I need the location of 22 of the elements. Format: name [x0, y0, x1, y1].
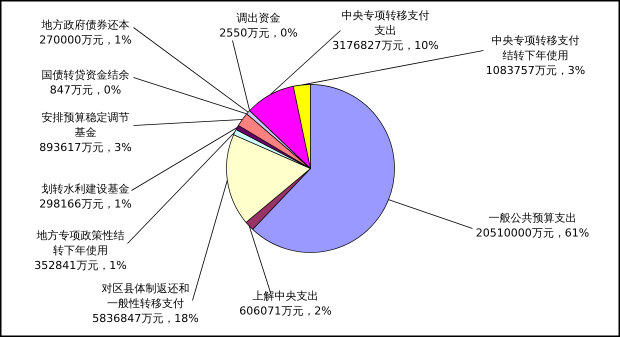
slice-label: 国债转贷资金结余 — [42, 68, 130, 82]
data-label: 606071万元，2% — [239, 304, 332, 318]
slice-label: 中央专项转移支付结转下年使用 — [492, 34, 580, 62]
data-label: 298166万元，1% — [39, 197, 132, 210]
data-label: 847万元，0% — [50, 83, 122, 96]
slice-label: 中央专项转移支付支出 — [342, 9, 430, 37]
slice-label: 一般公共预算支出 — [488, 212, 576, 225]
slice-label: 安排预算稳定调节基金 — [42, 111, 130, 139]
data-label: 352841万元，1% — [34, 258, 127, 272]
slice-label: 地方专项政策性结转下年使用 — [36, 229, 124, 257]
data-label: 1083757万元，3% — [486, 64, 586, 77]
slice-label: 划转水利建设基金 — [42, 182, 130, 196]
data-label: 20510000万元，61% — [476, 226, 590, 240]
data-label: 893617万元，3% — [39, 140, 132, 154]
data-label: 5836847万元，18% — [92, 312, 199, 325]
slice-label: 调出资金 — [236, 12, 280, 25]
data-label: 3176827万元，10% — [332, 38, 439, 52]
data-label: 2550万元，0% — [219, 26, 298, 40]
slice-label: 上解中央支出 — [252, 290, 318, 303]
data-label: 270000万元，1% — [39, 33, 132, 46]
slice-label: 地方政府债券还本 — [40, 18, 130, 32]
slice-label: 对区县体制返还和一般性转移支付 — [102, 282, 190, 310]
